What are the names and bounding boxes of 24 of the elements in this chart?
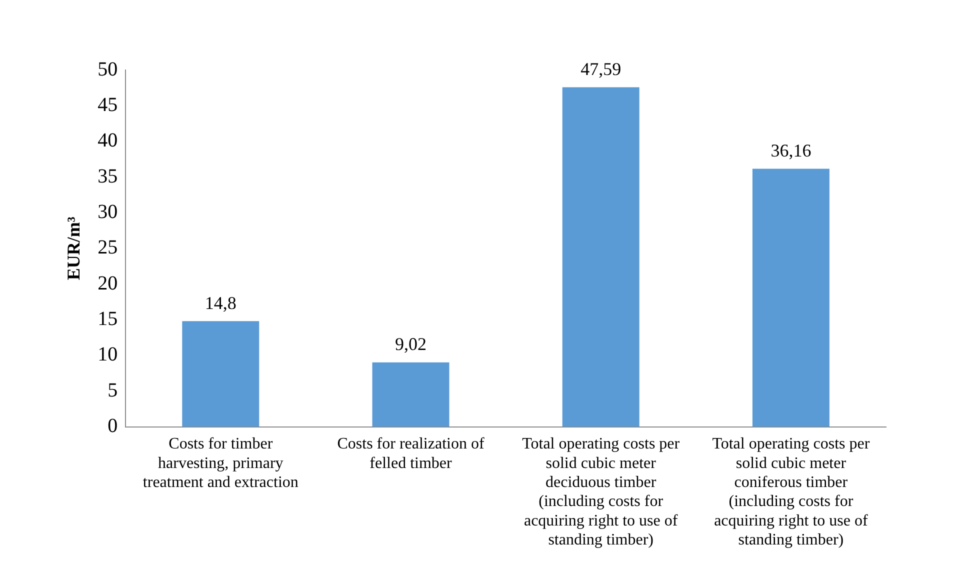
- y-tick-label: 0: [108, 415, 118, 438]
- x-tick-label: Costs for timber harvesting, primary treatment and extraction: [142, 436, 298, 492]
- y-tick-label: 45: [98, 94, 118, 116]
- x-tick-label: Total operating costs per solid cubic meter deciduous timber (including costs for acquiring right to use of standing timber): [522, 436, 680, 549]
- y-tick-label: 35: [98, 165, 118, 188]
- data-label: 14,8: [204, 292, 236, 313]
- data-label: 36,16: [770, 140, 812, 160]
- y-axis-title: EUR/m³: [63, 216, 84, 280]
- y-tick-label: 5: [108, 379, 118, 402]
- y-tick-label: 40: [98, 130, 118, 152]
- bar: [182, 321, 260, 427]
- y-tick-label: 25: [98, 236, 118, 259]
- data-label: 9,02: [395, 334, 426, 354]
- y-tick-label: 20: [98, 272, 118, 294]
- data-label: 47,59: [580, 58, 622, 79]
- y-tick-label: 50: [98, 58, 118, 80]
- x-tick-label: Costs for realization of felled timber: [337, 436, 485, 472]
- y-tick-label: 15: [98, 308, 118, 330]
- x-tick-label: Total operating costs per solid cubic meter coniferous timber (including costs for acquiring right to use of standing timber): [712, 436, 870, 549]
- bar: [372, 362, 450, 427]
- bar: [562, 87, 640, 427]
- y-tick-label: 30: [98, 200, 118, 223]
- bar: [752, 168, 830, 427]
- y-tick-label: 10: [98, 344, 118, 366]
